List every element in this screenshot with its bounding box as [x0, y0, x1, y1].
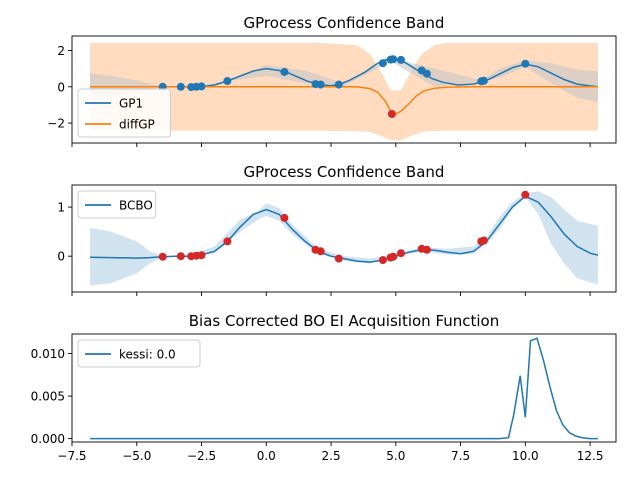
- legend: kessi: 0.0: [77, 339, 201, 368]
- data-point: [197, 251, 206, 260]
- x-tick-label: −7.5: [57, 449, 86, 463]
- legend-label: diffGP: [119, 118, 155, 132]
- legend: BCBO: [77, 190, 157, 219]
- y-tick-label: 0.010: [31, 347, 65, 361]
- data-point: [280, 213, 289, 222]
- data-point: [479, 76, 488, 85]
- y-tick-label: 0: [57, 80, 65, 94]
- data-point: [197, 82, 206, 91]
- data-point: [422, 69, 431, 78]
- x-tick-label: 7.5: [451, 449, 470, 463]
- y-tick-label: 2: [57, 44, 65, 58]
- data-point: [316, 247, 325, 256]
- subplot-acquisition: Bias Corrected BO EI Acquisition Functio…: [31, 312, 617, 463]
- legend-box: [77, 88, 171, 138]
- y-tick-label: 0.000: [31, 432, 65, 446]
- y-tick-label: 0.005: [31, 390, 65, 404]
- x-tick-label: −5.0: [122, 449, 151, 463]
- axes-frame: [71, 35, 617, 144]
- subplot-bcbo: GProcess Confidence Band 0 1 BCBO: [57, 163, 617, 296]
- data-point: [378, 256, 387, 265]
- axes-frame: [71, 333, 617, 443]
- legend-label: kessi: 0.0: [119, 348, 176, 362]
- data-point: [521, 190, 530, 199]
- subplot-gp-band: GProcess Confidence Band −2 0 2 GP1 diffGP: [47, 14, 617, 147]
- x-tick-label: 10.0: [512, 449, 539, 463]
- data-point: [176, 252, 185, 261]
- data-point: [422, 245, 431, 254]
- data-point: [397, 55, 405, 64]
- confidence-band: [90, 42, 598, 141]
- data-point: [176, 82, 185, 91]
- y-tick-label: 0: [57, 250, 65, 264]
- x-tick-label: 12.5: [577, 449, 604, 463]
- data-point: [389, 55, 398, 64]
- confidence-band: [90, 191, 598, 286]
- series-line: [90, 195, 599, 263]
- legend-label: GP1: [119, 97, 143, 111]
- data-point: [389, 252, 398, 261]
- x-tick-label: 0.0: [257, 449, 276, 463]
- chart-title: Bias Corrected BO EI Acquisition Functio…: [189, 312, 500, 330]
- x-tick-label: 5.0: [386, 449, 405, 463]
- x-tick-label: 2.5: [322, 449, 341, 463]
- legend-box: [77, 190, 157, 219]
- legend-box: [77, 339, 201, 368]
- chart-title: GProcess Confidence Band: [244, 163, 445, 181]
- chart-title: GProcess Confidence Band: [244, 14, 445, 32]
- data-point: [158, 252, 167, 261]
- data-point: [479, 236, 488, 245]
- data-point: [378, 59, 387, 68]
- plot-area: −7.5 −5.0 −2.5 0.0 2.5 5.0 7.5 10.0 12.5 0.000 0.0…: [31, 333, 617, 463]
- y-tick-label: −2: [47, 117, 65, 131]
- data-point: [521, 59, 530, 68]
- data-point: [387, 110, 396, 118]
- data-point: [334, 254, 343, 263]
- data-point: [334, 80, 343, 89]
- data-point: [223, 237, 232, 246]
- series-line: [90, 337, 598, 440]
- data-point: [316, 80, 325, 89]
- data-point: [223, 77, 232, 85]
- plot-area: 0 1 BCBO: [57, 184, 617, 296]
- legend-label: BCBO: [119, 199, 153, 213]
- data-point: [280, 67, 289, 76]
- legend: GP1 diffGP: [77, 88, 171, 138]
- data-point: [397, 249, 405, 258]
- axes-frame: [71, 184, 617, 293]
- y-tick-label: 1: [57, 201, 65, 215]
- x-tick-label: −2.5: [187, 449, 216, 463]
- plot-area: −2 0 2 GP1 diffGP: [47, 35, 617, 147]
